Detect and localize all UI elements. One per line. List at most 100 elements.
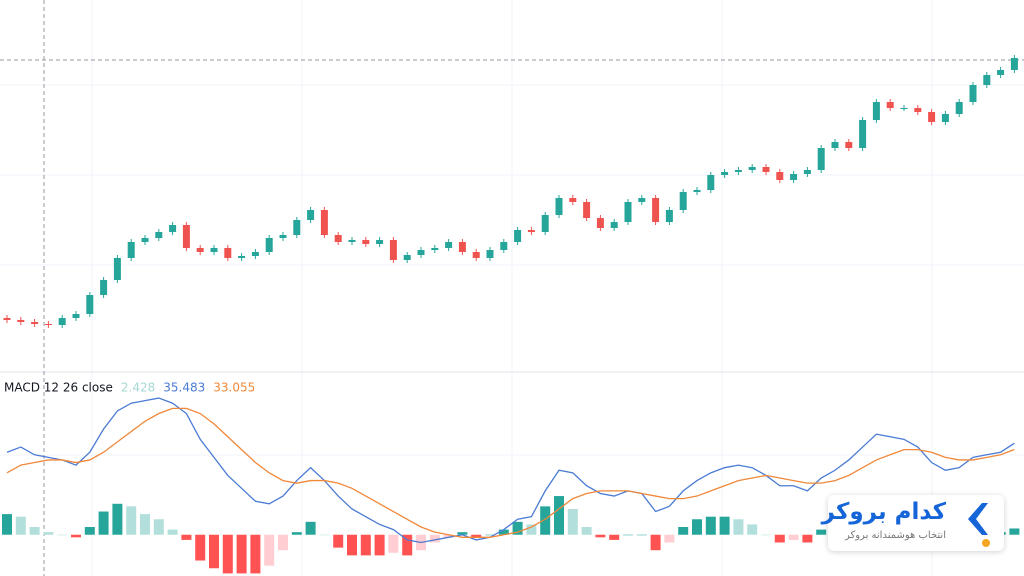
candle-body	[624, 202, 632, 222]
histogram-bar	[305, 521, 316, 535]
candle-body	[983, 75, 991, 85]
candle-body	[486, 250, 494, 258]
candle-body	[969, 85, 977, 102]
candle-body	[31, 322, 39, 324]
legend-value: 33.055	[213, 381, 255, 395]
candle-body	[17, 320, 25, 322]
candle-body	[665, 210, 673, 222]
indicator-title: MACD 12 26 close	[4, 381, 113, 395]
candle-body	[596, 218, 604, 228]
histogram-bar	[140, 514, 150, 535]
histogram-bar	[2, 514, 12, 535]
macd-line	[6, 397, 1015, 544]
candle-body	[141, 238, 149, 242]
candle-body	[403, 255, 411, 260]
histogram-bar	[250, 534, 261, 574]
candle-body	[127, 242, 135, 258]
histogram-bar	[443, 534, 454, 538]
logo	[968, 503, 990, 547]
histogram-bar	[540, 506, 551, 535]
candle-body	[86, 295, 94, 314]
histogram-bar	[650, 534, 661, 551]
histogram-bar	[498, 529, 509, 535]
histogram-bar	[664, 534, 675, 543]
candle-body	[527, 230, 535, 232]
histogram-bar	[15, 516, 26, 535]
histogram-bar	[236, 534, 247, 574]
histogram-bar	[374, 534, 385, 556]
histogram-bar	[167, 529, 178, 535]
candle-body	[845, 142, 853, 148]
candle-body	[500, 242, 508, 250]
candle-body	[679, 192, 687, 210]
candle-body	[431, 248, 439, 250]
candle-body	[72, 314, 80, 318]
histogram-bar	[429, 534, 440, 543]
candle-body	[914, 108, 922, 112]
histogram-bar	[705, 516, 716, 535]
watermark-subtitle: انتخاب هوشمندانه بروکر	[844, 530, 946, 541]
histogram-bar	[278, 534, 288, 551]
logo-chevron	[968, 503, 988, 535]
candle-body	[941, 114, 949, 122]
candle-body	[610, 222, 618, 228]
histogram-bar	[802, 534, 813, 543]
candle-body	[541, 215, 549, 232]
candle-body	[803, 170, 811, 174]
candle-body	[182, 225, 190, 248]
candle-body	[224, 248, 232, 258]
histogram-bar	[512, 521, 523, 535]
candle-body	[514, 230, 522, 242]
candle-body	[348, 240, 356, 242]
candle-body	[113, 258, 121, 280]
candle-body	[886, 102, 894, 108]
histogram-bar	[733, 519, 744, 535]
candle-body	[169, 225, 177, 232]
candle-body	[307, 210, 315, 220]
candle-body	[265, 238, 273, 252]
candle-body	[417, 250, 425, 255]
candle-body	[293, 220, 301, 235]
histogram-bar	[567, 508, 578, 535]
candle-body	[334, 235, 342, 242]
histogram-bar	[181, 534, 192, 540]
candle-body	[279, 235, 287, 238]
candle-body	[44, 324, 52, 325]
candle-body	[569, 198, 577, 202]
histogram-bar	[554, 496, 564, 535]
histogram-bar	[347, 534, 357, 556]
histogram-bar	[98, 511, 109, 535]
watermark-title: کدام بروکر	[821, 499, 946, 525]
histogram-bar	[84, 527, 95, 535]
candle-body	[928, 112, 936, 122]
candle-body	[458, 242, 466, 252]
candle-body	[320, 210, 328, 235]
histogram-bar	[222, 534, 233, 574]
histogram-bar	[126, 506, 137, 535]
histogram-bar	[1009, 528, 1020, 535]
candle-body	[100, 280, 108, 295]
candle-body	[817, 148, 825, 170]
histogram-bar	[719, 516, 730, 535]
histogram-bar	[457, 532, 468, 535]
histogram-bar	[788, 534, 799, 540]
candle-body	[251, 252, 259, 256]
histogram-bar	[774, 534, 785, 543]
candle-body	[693, 190, 701, 192]
candle-body	[748, 167, 756, 170]
histogram-bar	[471, 534, 482, 538]
macd-line	[6, 407, 1015, 538]
histogram-bar	[71, 534, 81, 538]
histogram-bar	[609, 534, 620, 540]
candle-body	[790, 174, 798, 180]
histogram-bar	[264, 534, 275, 566]
candle-body	[155, 232, 163, 238]
histogram-bar	[153, 519, 164, 535]
candle-body	[196, 248, 204, 252]
candle-body	[362, 240, 370, 244]
histogram-bar	[209, 534, 219, 569]
candle-body	[376, 240, 384, 244]
